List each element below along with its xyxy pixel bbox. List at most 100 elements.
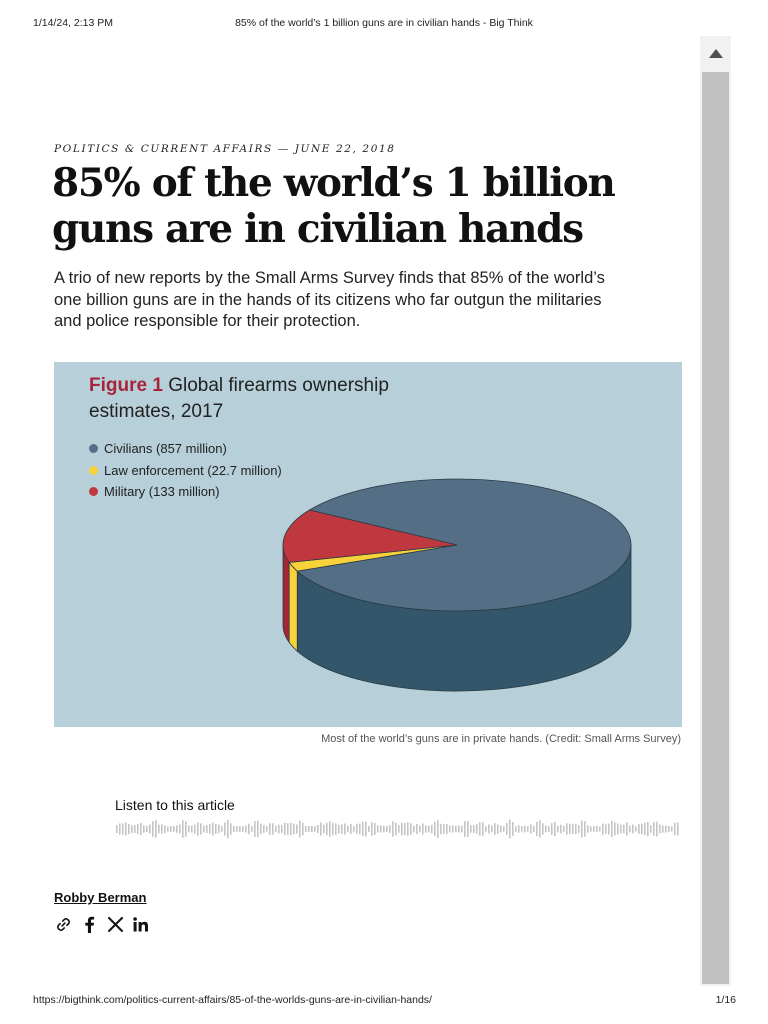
waveform-bar (671, 826, 673, 832)
waveform-bar (572, 823, 574, 835)
waveform-bar (668, 825, 670, 833)
waveform-bar (545, 825, 547, 833)
waveform-bar (317, 824, 319, 834)
waveform-bar (497, 824, 499, 834)
legend-label: Civilians (857 million) (104, 441, 227, 456)
waveform-bar (272, 823, 274, 835)
waveform-bar (146, 825, 148, 833)
waveform-bar (647, 821, 649, 837)
waveform-bar (143, 825, 145, 833)
waveform-bar (206, 825, 208, 833)
waveform-bar (128, 824, 130, 834)
waveform-bar (584, 821, 586, 837)
waveform-bar (473, 825, 475, 833)
vertical-scrollbar[interactable] (700, 36, 731, 986)
waveform-bar (674, 822, 676, 836)
chart-figure: Figure 1 Global firearms ownership estim… (54, 362, 682, 727)
waveform-bar (215, 824, 217, 834)
waveform-bar (218, 824, 220, 834)
waveform-bar (275, 825, 277, 833)
waveform-bar (533, 826, 535, 832)
legend-dot-icon (89, 465, 98, 475)
audio-waveform[interactable] (115, 815, 681, 843)
waveform-bar (512, 822, 514, 836)
waveform-bar (527, 826, 529, 832)
waveform-bar (653, 822, 655, 836)
waveform-bar (530, 824, 532, 834)
waveform-bar (239, 826, 241, 832)
waveform-bar (644, 822, 646, 836)
waveform-bar (260, 823, 262, 835)
waveform-bar (446, 823, 448, 835)
waveform-bar (479, 822, 481, 836)
waveform-bar (122, 823, 124, 835)
waveform-bar (197, 822, 199, 836)
waveform-bar (626, 822, 628, 836)
x-icon[interactable] (104, 914, 126, 934)
waveform-bar (641, 823, 643, 835)
waveform-bar (599, 826, 601, 832)
waveform-bar (137, 823, 139, 835)
waveform-bar (305, 825, 307, 833)
waveform-bar (425, 825, 427, 833)
waveform-bar (230, 823, 232, 835)
waveform-bar (356, 823, 358, 835)
waveform-bar (578, 825, 580, 833)
waveform-bar (608, 823, 610, 835)
linkedin-icon[interactable] (130, 914, 152, 934)
facebook-icon[interactable] (78, 914, 100, 934)
waveform-bar (518, 825, 520, 833)
waveform-bar (422, 823, 424, 835)
waveform-bar (338, 824, 340, 834)
waveform-bar (257, 820, 259, 838)
waveform-bar (332, 822, 334, 836)
waveform-bar (125, 822, 127, 836)
chart-legend: Civilians (857 million) Law enforcement (… (89, 438, 282, 503)
waveform-bar (416, 824, 418, 834)
waveform-bar (503, 826, 505, 832)
waveform-bar (167, 826, 169, 832)
waveform-bar (620, 824, 622, 834)
waveform-bar (368, 826, 370, 832)
scroll-up-button[interactable] (700, 36, 731, 70)
author-link[interactable]: Robby Berman (54, 890, 147, 905)
waveform-bar (158, 824, 160, 834)
waveform-bar (650, 825, 652, 833)
scrollbar-thumb[interactable] (702, 72, 729, 984)
waveform-bar (248, 823, 250, 835)
waveform-bar (602, 823, 604, 835)
waveform-bar (353, 826, 355, 832)
legend-item: Military (133 million) (89, 481, 282, 503)
waveform-bar (323, 824, 325, 834)
waveform-bar (308, 826, 310, 832)
waveform-bar (341, 824, 343, 834)
waveform-bar (236, 826, 238, 832)
waveform-bar (563, 825, 565, 833)
waveform-bar (335, 823, 337, 835)
waveform-bar (515, 826, 517, 832)
waveform-bar (482, 822, 484, 836)
waveform-bar (380, 825, 382, 833)
waveform-bar (509, 819, 511, 839)
waveform-bar (659, 824, 661, 834)
link-icon[interactable] (52, 914, 74, 934)
waveform-bar (179, 824, 181, 834)
waveform-bar (374, 822, 376, 836)
waveform-bar (569, 823, 571, 835)
waveform-bar (320, 822, 322, 836)
waveform-bar (221, 826, 223, 832)
waveform-bar (377, 825, 379, 833)
waveform-bar (590, 826, 592, 832)
waveform-bar (536, 821, 538, 837)
legend-item: Law enforcement (22.7 million) (89, 460, 282, 482)
waveform-bar (611, 820, 613, 838)
waveform-bar (302, 822, 304, 836)
waveform-bar (560, 824, 562, 834)
print-page-title: 85% of the world’s 1 billion guns are in… (235, 17, 533, 29)
waveform-bar (539, 820, 541, 838)
waveform-bar (266, 826, 268, 832)
waveform-bar (296, 824, 298, 834)
waveform-bar (278, 824, 280, 834)
waveform-bar (506, 823, 508, 835)
waveform-bar (587, 825, 589, 833)
